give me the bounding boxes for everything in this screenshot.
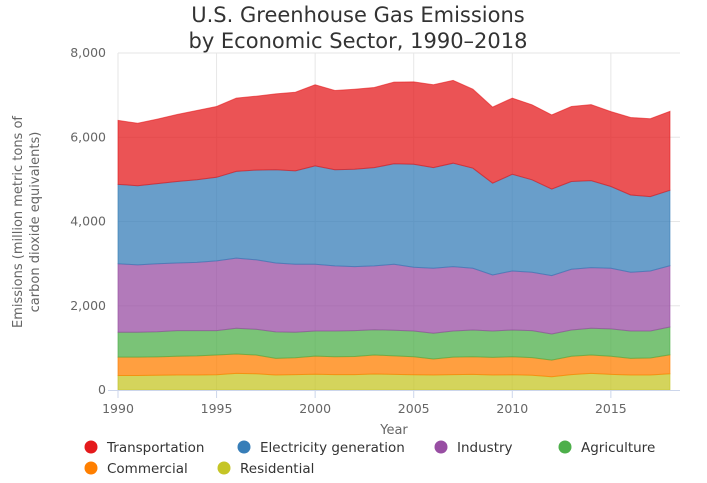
legend-marker: [434, 440, 448, 454]
legend-item-residential[interactable]: Residential: [217, 461, 315, 477]
axes: 1990 1995 2000 2005 2010 2015 0 2,000 4,000 6,000…: [70, 45, 680, 416]
y-tick-label: 8,000: [70, 45, 106, 60]
legend-marker: [84, 440, 98, 454]
area-commercial[interactable]: [117, 353, 671, 378]
legend-marker: [217, 461, 231, 475]
x-tick-label: 1995: [201, 401, 233, 416]
legend-label: Electricity generation: [260, 440, 405, 456]
x-tick-label: 2015: [595, 401, 627, 416]
x-tick-label: 2000: [299, 401, 331, 416]
legend-label: Commercial: [107, 461, 188, 477]
legend-label: Transportation: [106, 440, 204, 456]
chart-subtitle: by Economic Sector, 1990–2018: [188, 29, 527, 53]
chart-title: U.S. Greenhouse Gas Emissions: [191, 3, 524, 27]
area-agriculture[interactable]: [117, 326, 671, 361]
x-tick-label: 1990: [102, 401, 134, 416]
legend-item-commercial[interactable]: Commercial: [84, 461, 188, 477]
legend-item-agriculture[interactable]: Agriculture: [558, 440, 656, 456]
y-tick-label: 2,000: [70, 298, 106, 313]
area-transportation[interactable]: [117, 79, 671, 198]
x-tick-label: 2010: [496, 401, 528, 416]
y-tick-label: 0: [98, 382, 106, 397]
y-tick-label: 4,000: [70, 214, 106, 229]
stacked-areas: [117, 79, 671, 391]
legend-marker: [237, 440, 251, 454]
legend-item-industry[interactable]: Industry: [434, 440, 513, 456]
legend-label: Residential: [240, 461, 314, 477]
area-industry[interactable]: [117, 257, 671, 335]
y-axis-title-line-2: carbon dioxide equivalents): [28, 132, 43, 313]
legend-label: Agriculture: [581, 440, 655, 456]
y-tick-label: 6,000: [70, 129, 106, 144]
legend-marker: [84, 461, 98, 475]
x-axis-title: Year: [379, 423, 408, 438]
y-axis-title: Emissions (million metric tons of carbon…: [11, 116, 43, 328]
legend-item-electricity-generation[interactable]: Electricity generation: [237, 440, 405, 456]
legend-marker: [558, 440, 572, 454]
x-tick-label: 2005: [398, 401, 430, 416]
legend-item-transportation[interactable]: Transportation: [84, 440, 205, 456]
area-residential[interactable]: [117, 372, 671, 391]
y-axis-title-line-1: Emissions (million metric tons of: [11, 116, 26, 328]
legend-label: Industry: [457, 440, 513, 456]
legend: Transportation Electricity generation Indu…: [84, 440, 656, 477]
chart-title-group: U.S. Greenhouse Gas Emissions by Economi…: [188, 3, 527, 53]
